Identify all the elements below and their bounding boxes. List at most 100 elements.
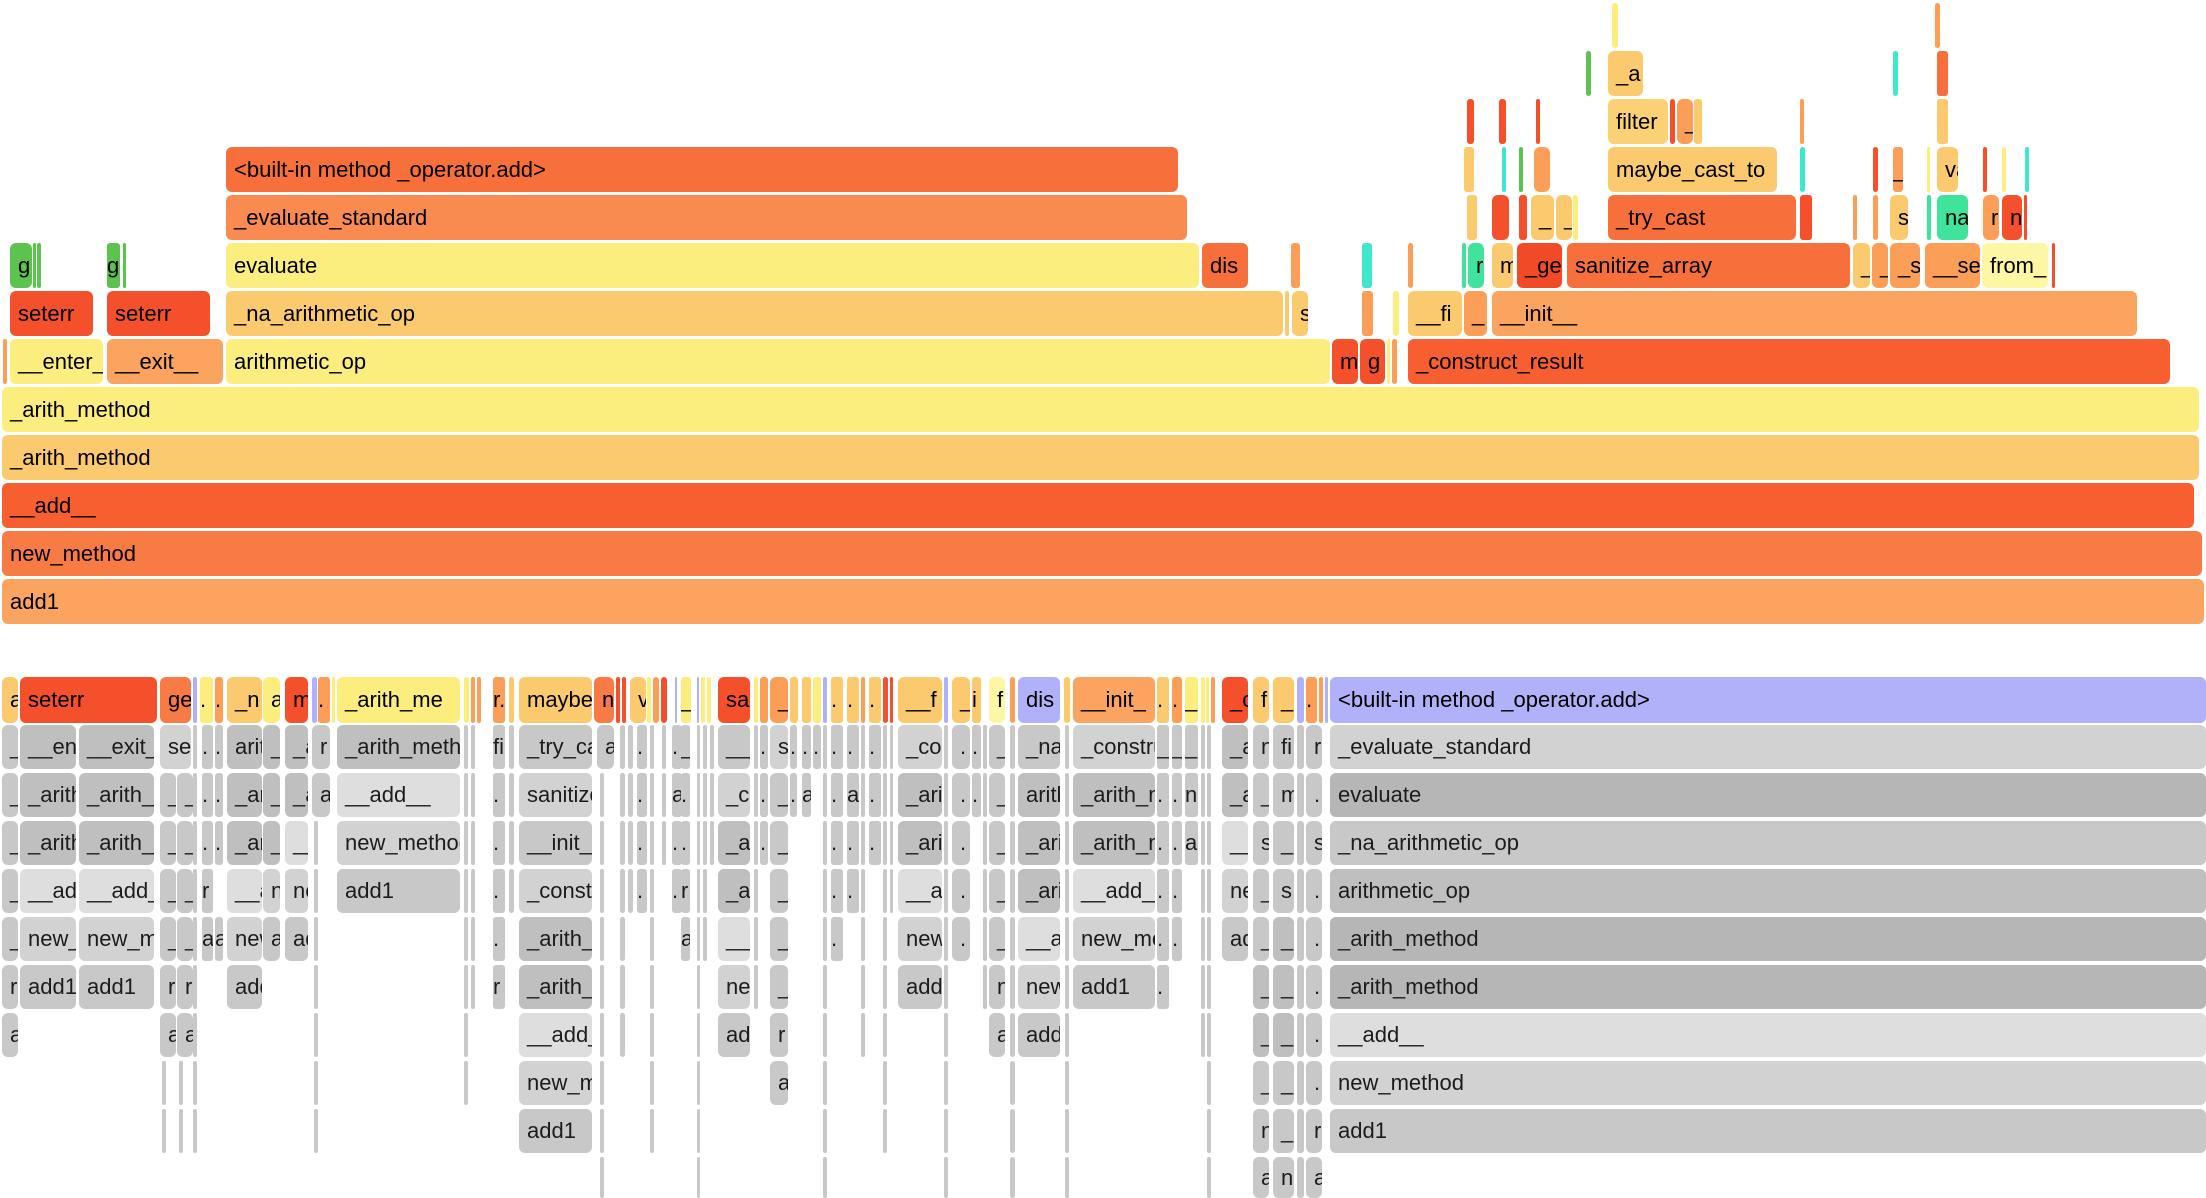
frame[interactable]: [983, 869, 987, 913]
frame[interactable]: _: [263, 725, 280, 769]
frame[interactable]: s: [1253, 821, 1269, 865]
frame[interactable]: [509, 677, 514, 723]
frame[interactable]: m: [1332, 339, 1358, 384]
frame[interactable]: [1297, 677, 1304, 723]
frame[interactable]: _: [770, 965, 788, 1009]
frame[interactable]: add1: [227, 965, 262, 1009]
frame[interactable]: .: [202, 773, 213, 817]
frame[interactable]: _: [681, 725, 690, 769]
frame[interactable]: [1800, 99, 1804, 144]
frame[interactable]: _: [1157, 725, 1169, 769]
frame[interactable]: [179, 1061, 183, 1105]
frame[interactable]: [883, 677, 888, 723]
frame[interactable]: .: [952, 821, 970, 865]
frame[interactable]: [2025, 147, 2029, 192]
frame[interactable]: .: [1157, 869, 1169, 913]
frame[interactable]: [1201, 725, 1205, 769]
frame[interactable]: arithmetic_op: [226, 339, 1330, 384]
frame[interactable]: add1: [898, 965, 942, 1009]
frame[interactable]: new_method: [1073, 917, 1155, 961]
frame[interactable]: arithmetic_op: [1330, 869, 2206, 913]
frame[interactable]: _: [177, 773, 193, 817]
frame[interactable]: _: [770, 917, 788, 961]
frame[interactable]: [703, 917, 707, 961]
frame[interactable]: [509, 821, 514, 865]
frame[interactable]: [944, 1157, 948, 1198]
frame[interactable]: .: [831, 773, 843, 817]
frame[interactable]: [944, 677, 948, 723]
frame[interactable]: [1492, 195, 1509, 240]
frame[interactable]: [983, 917, 987, 961]
frame[interactable]: [193, 821, 197, 865]
frame[interactable]: [890, 869, 893, 913]
frame[interactable]: _: [989, 821, 1005, 865]
frame[interactable]: _construct_result: [898, 725, 942, 769]
frame[interactable]: [1519, 147, 1523, 192]
frame[interactable]: _: [770, 821, 788, 865]
frame[interactable]: [754, 965, 758, 1009]
frame[interactable]: .: [1172, 869, 1182, 913]
frame[interactable]: [628, 725, 633, 769]
frame[interactable]: [1064, 677, 1070, 723]
frame[interactable]: .: [493, 821, 505, 865]
frame[interactable]: [883, 869, 887, 913]
frame[interactable]: [314, 917, 318, 961]
frame[interactable]: evaluate: [1330, 773, 2206, 817]
frame[interactable]: _arith_method: [285, 725, 308, 769]
frame[interactable]: new_method: [519, 1061, 592, 1105]
frame[interactable]: [983, 773, 987, 817]
frame[interactable]: add1: [1222, 917, 1248, 961]
frame[interactable]: [802, 677, 811, 723]
frame[interactable]: _arith_method: [1222, 725, 1248, 769]
frame[interactable]: [944, 1013, 948, 1057]
frame[interactable]: [312, 677, 317, 723]
frame[interactable]: [944, 773, 948, 817]
frame[interactable]: _try_cast: [1608, 195, 1796, 240]
frame[interactable]: [650, 917, 654, 961]
frame[interactable]: sanitize_array: [519, 773, 592, 817]
frame[interactable]: [1534, 147, 1550, 192]
frame[interactable]: .: [200, 677, 213, 723]
frame[interactable]: r: [770, 1013, 788, 1057]
frame[interactable]: [697, 917, 700, 961]
frame[interactable]: _: [1273, 965, 1294, 1009]
frame[interactable]: [193, 677, 197, 723]
frame[interactable]: r: [1306, 725, 1322, 769]
frame[interactable]: [650, 773, 654, 817]
frame[interactable]: .: [869, 773, 881, 817]
frame[interactable]: [662, 725, 666, 769]
frame[interactable]: __init__: [519, 821, 592, 865]
frame[interactable]: [1927, 147, 1930, 192]
frame[interactable]: [861, 677, 865, 723]
frame[interactable]: [1201, 965, 1205, 1009]
frame[interactable]: [710, 773, 714, 817]
frame[interactable]: _: [2, 917, 18, 961]
frame[interactable]: [1502, 147, 1506, 192]
frame[interactable]: _: [952, 677, 970, 723]
frame[interactable]: [600, 1061, 604, 1105]
frame[interactable]: _na_arithmetic_op: [1330, 821, 2206, 865]
frame[interactable]: [1010, 821, 1015, 865]
frame[interactable]: _: [989, 773, 1005, 817]
frame[interactable]: [1285, 291, 1289, 336]
frame[interactable]: sanitize_array: [1567, 243, 1850, 288]
frame[interactable]: _arith_method: [1073, 773, 1155, 817]
frame[interactable]: _construct_result: [1073, 725, 1155, 769]
frame[interactable]: a: [847, 773, 859, 817]
frame[interactable]: r: [160, 965, 176, 1009]
frame[interactable]: [471, 677, 475, 723]
frame[interactable]: [823, 773, 827, 817]
frame[interactable]: [471, 917, 475, 961]
frame[interactable]: [464, 917, 468, 961]
frame[interactable]: [710, 725, 714, 769]
frame[interactable]: __f: [898, 677, 942, 723]
frame[interactable]: new_method: [1222, 869, 1248, 913]
frame[interactable]: [1387, 339, 1390, 384]
frame[interactable]: _arith_method: [718, 821, 750, 865]
frame[interactable]: [1065, 773, 1069, 817]
frame[interactable]: seterr: [20, 677, 157, 723]
frame[interactable]: [193, 725, 197, 769]
frame[interactable]: s: [1890, 195, 1908, 240]
frame[interactable]: [1499, 99, 1506, 144]
frame[interactable]: [983, 725, 987, 769]
